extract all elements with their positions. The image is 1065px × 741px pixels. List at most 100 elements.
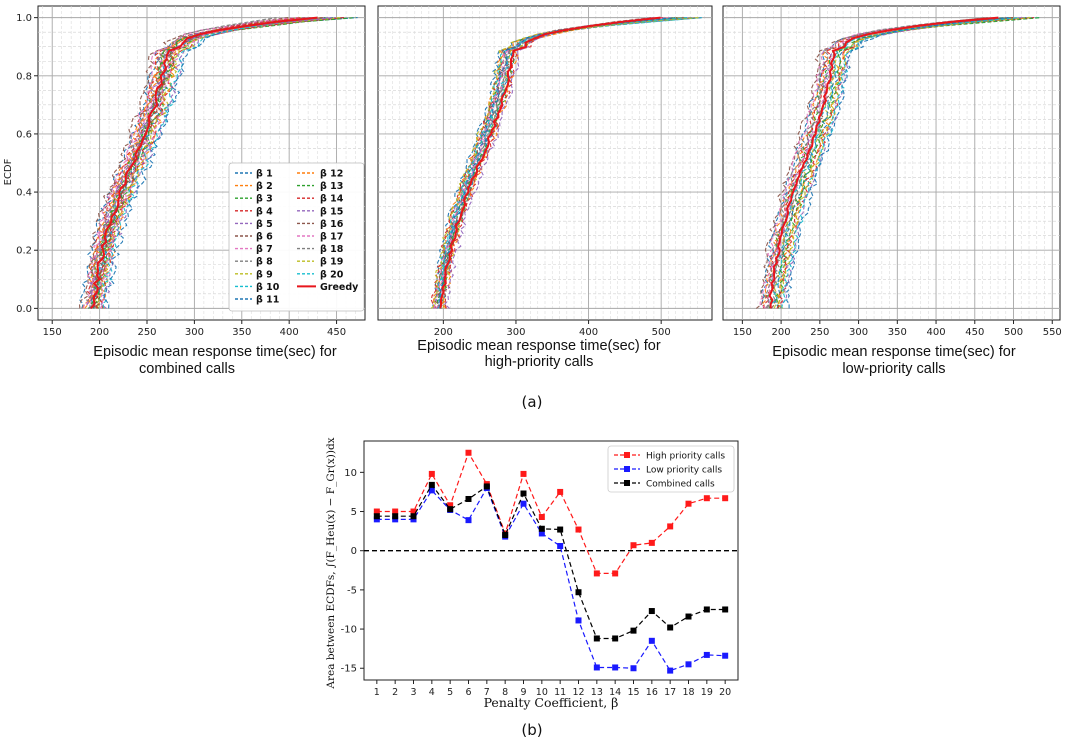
series-marker	[630, 542, 637, 549]
x-tick-label: 19	[701, 687, 713, 698]
x-tick-label: 250	[137, 327, 156, 338]
series-marker	[630, 627, 637, 634]
x-tick-label: 500	[1004, 327, 1023, 338]
x-tick-label: 8	[502, 687, 508, 698]
ecdf-curve	[774, 17, 1027, 309]
x-tick-label: 400	[280, 327, 299, 338]
x-tick-label: 1	[374, 687, 380, 698]
x-tick-label: 4	[429, 687, 435, 698]
series-marker	[685, 500, 692, 507]
ecdf-curve	[103, 17, 312, 309]
series-marker	[520, 500, 527, 507]
ecdf-curve	[93, 17, 356, 309]
legend-marker	[624, 452, 630, 458]
legend-label: β 17	[320, 232, 343, 243]
legend-label: β 4	[256, 206, 273, 217]
ecdf-curve	[763, 17, 990, 309]
legend-label: β 13	[320, 181, 343, 192]
ecdf-curve	[444, 17, 654, 309]
legend-label: β 6	[256, 232, 273, 243]
x-tick-label: 18	[682, 687, 694, 698]
ecdf-curve	[772, 17, 996, 309]
legend-label: β 3	[256, 194, 273, 205]
legend-marker	[624, 480, 630, 486]
ecdf-curve	[437, 17, 653, 309]
series-marker	[557, 488, 564, 495]
legend-label: Combined calls	[646, 480, 715, 490]
ecdf-curve	[436, 17, 696, 309]
series-marker	[722, 606, 729, 613]
ecdf-curve	[785, 17, 1009, 309]
series-marker	[392, 513, 399, 520]
series-marker	[520, 490, 527, 497]
series-marker	[538, 525, 545, 532]
ecdf-panel-high-priority: 200 300 400 500	[377, 5, 713, 338]
series-marker	[612, 570, 619, 577]
legend-label: β 15	[320, 206, 343, 217]
series-marker	[703, 651, 710, 658]
series-marker	[447, 506, 454, 513]
x-tick-label: 300	[185, 327, 204, 338]
y-tick-label: -15	[341, 664, 357, 675]
ecdf-curve	[777, 17, 1015, 309]
x-tick-label: 14	[609, 687, 621, 698]
y-tick-label: 0.4	[16, 188, 32, 199]
series-marker	[428, 487, 435, 494]
legend-label: β 8	[256, 257, 273, 268]
legend-label: β 2	[256, 181, 273, 192]
series-marker	[538, 530, 545, 537]
series-marker	[685, 661, 692, 668]
x-tick-label: 450	[965, 327, 984, 338]
ecdf-curve	[774, 17, 1042, 309]
xlabel-combined-l1: Episodic mean response time(sec) for	[93, 344, 337, 360]
x-tick-label: 350	[232, 327, 251, 338]
x-tick-label: 11	[554, 687, 566, 698]
y-tick-label: 5	[351, 507, 357, 518]
legend-label: Greedy	[320, 282, 359, 293]
series-marker	[648, 608, 655, 615]
x-tick-label: 300	[849, 327, 868, 338]
ecdf-curve	[776, 17, 1034, 309]
series-marker	[373, 516, 380, 523]
series-marker	[722, 652, 729, 659]
ecdf-curve	[435, 17, 669, 309]
series-marker	[538, 514, 545, 521]
ecdf-curve	[93, 17, 334, 309]
series-marker	[667, 667, 674, 674]
series-marker	[593, 664, 600, 671]
series-marker	[392, 508, 399, 515]
legend-marker	[624, 466, 630, 472]
series-marker	[465, 449, 472, 456]
series-marker	[703, 606, 710, 613]
x-tick-label: 150	[733, 327, 752, 338]
ecdf-curve	[781, 17, 1019, 309]
x-tick-label: 15	[627, 687, 639, 698]
series-marker	[428, 481, 435, 488]
ecdf-greedy-curve	[90, 16, 318, 310]
ecdf-legend: β 1β 2β 3β 4β 5β 6β 7β 8β 9β 10β 11β 12β…	[228, 162, 365, 312]
legend-label: β 1	[256, 169, 273, 180]
subfigure-label-b: (b)	[521, 721, 542, 739]
ecdf-curve	[778, 17, 1031, 309]
x-tick-label: 300	[506, 327, 525, 338]
ecdf-curve	[762, 17, 1014, 309]
x-tick-label: 13	[591, 687, 603, 698]
ecdf-curve	[78, 17, 306, 309]
legend-label: β 12	[320, 169, 343, 180]
ecdf-panel-low-priority: 150 200 250 300 350 400 450 500 550	[722, 5, 1062, 338]
legend-label: β 5	[256, 219, 273, 230]
x-tick-label: 350	[888, 327, 907, 338]
series-marker	[630, 665, 637, 672]
xlabel-combined-l2: combined calls	[139, 361, 235, 377]
xlabel-low-l1: Episodic mean response time(sec) for	[772, 344, 1016, 360]
b-xlabel: Penalty Coefficient, β	[484, 695, 619, 710]
y-tick-label: 0.0	[16, 304, 32, 315]
y-tick-label: 0.2	[16, 246, 32, 257]
series-marker	[667, 523, 674, 530]
x-tick-label: 17	[664, 687, 676, 698]
legend-label: β 20	[320, 269, 344, 280]
y-tick-label: -10	[341, 625, 357, 636]
legend-label: β 16	[320, 219, 344, 230]
ecdf-ylabel: ECDF	[3, 158, 14, 185]
legend-box	[228, 162, 365, 312]
